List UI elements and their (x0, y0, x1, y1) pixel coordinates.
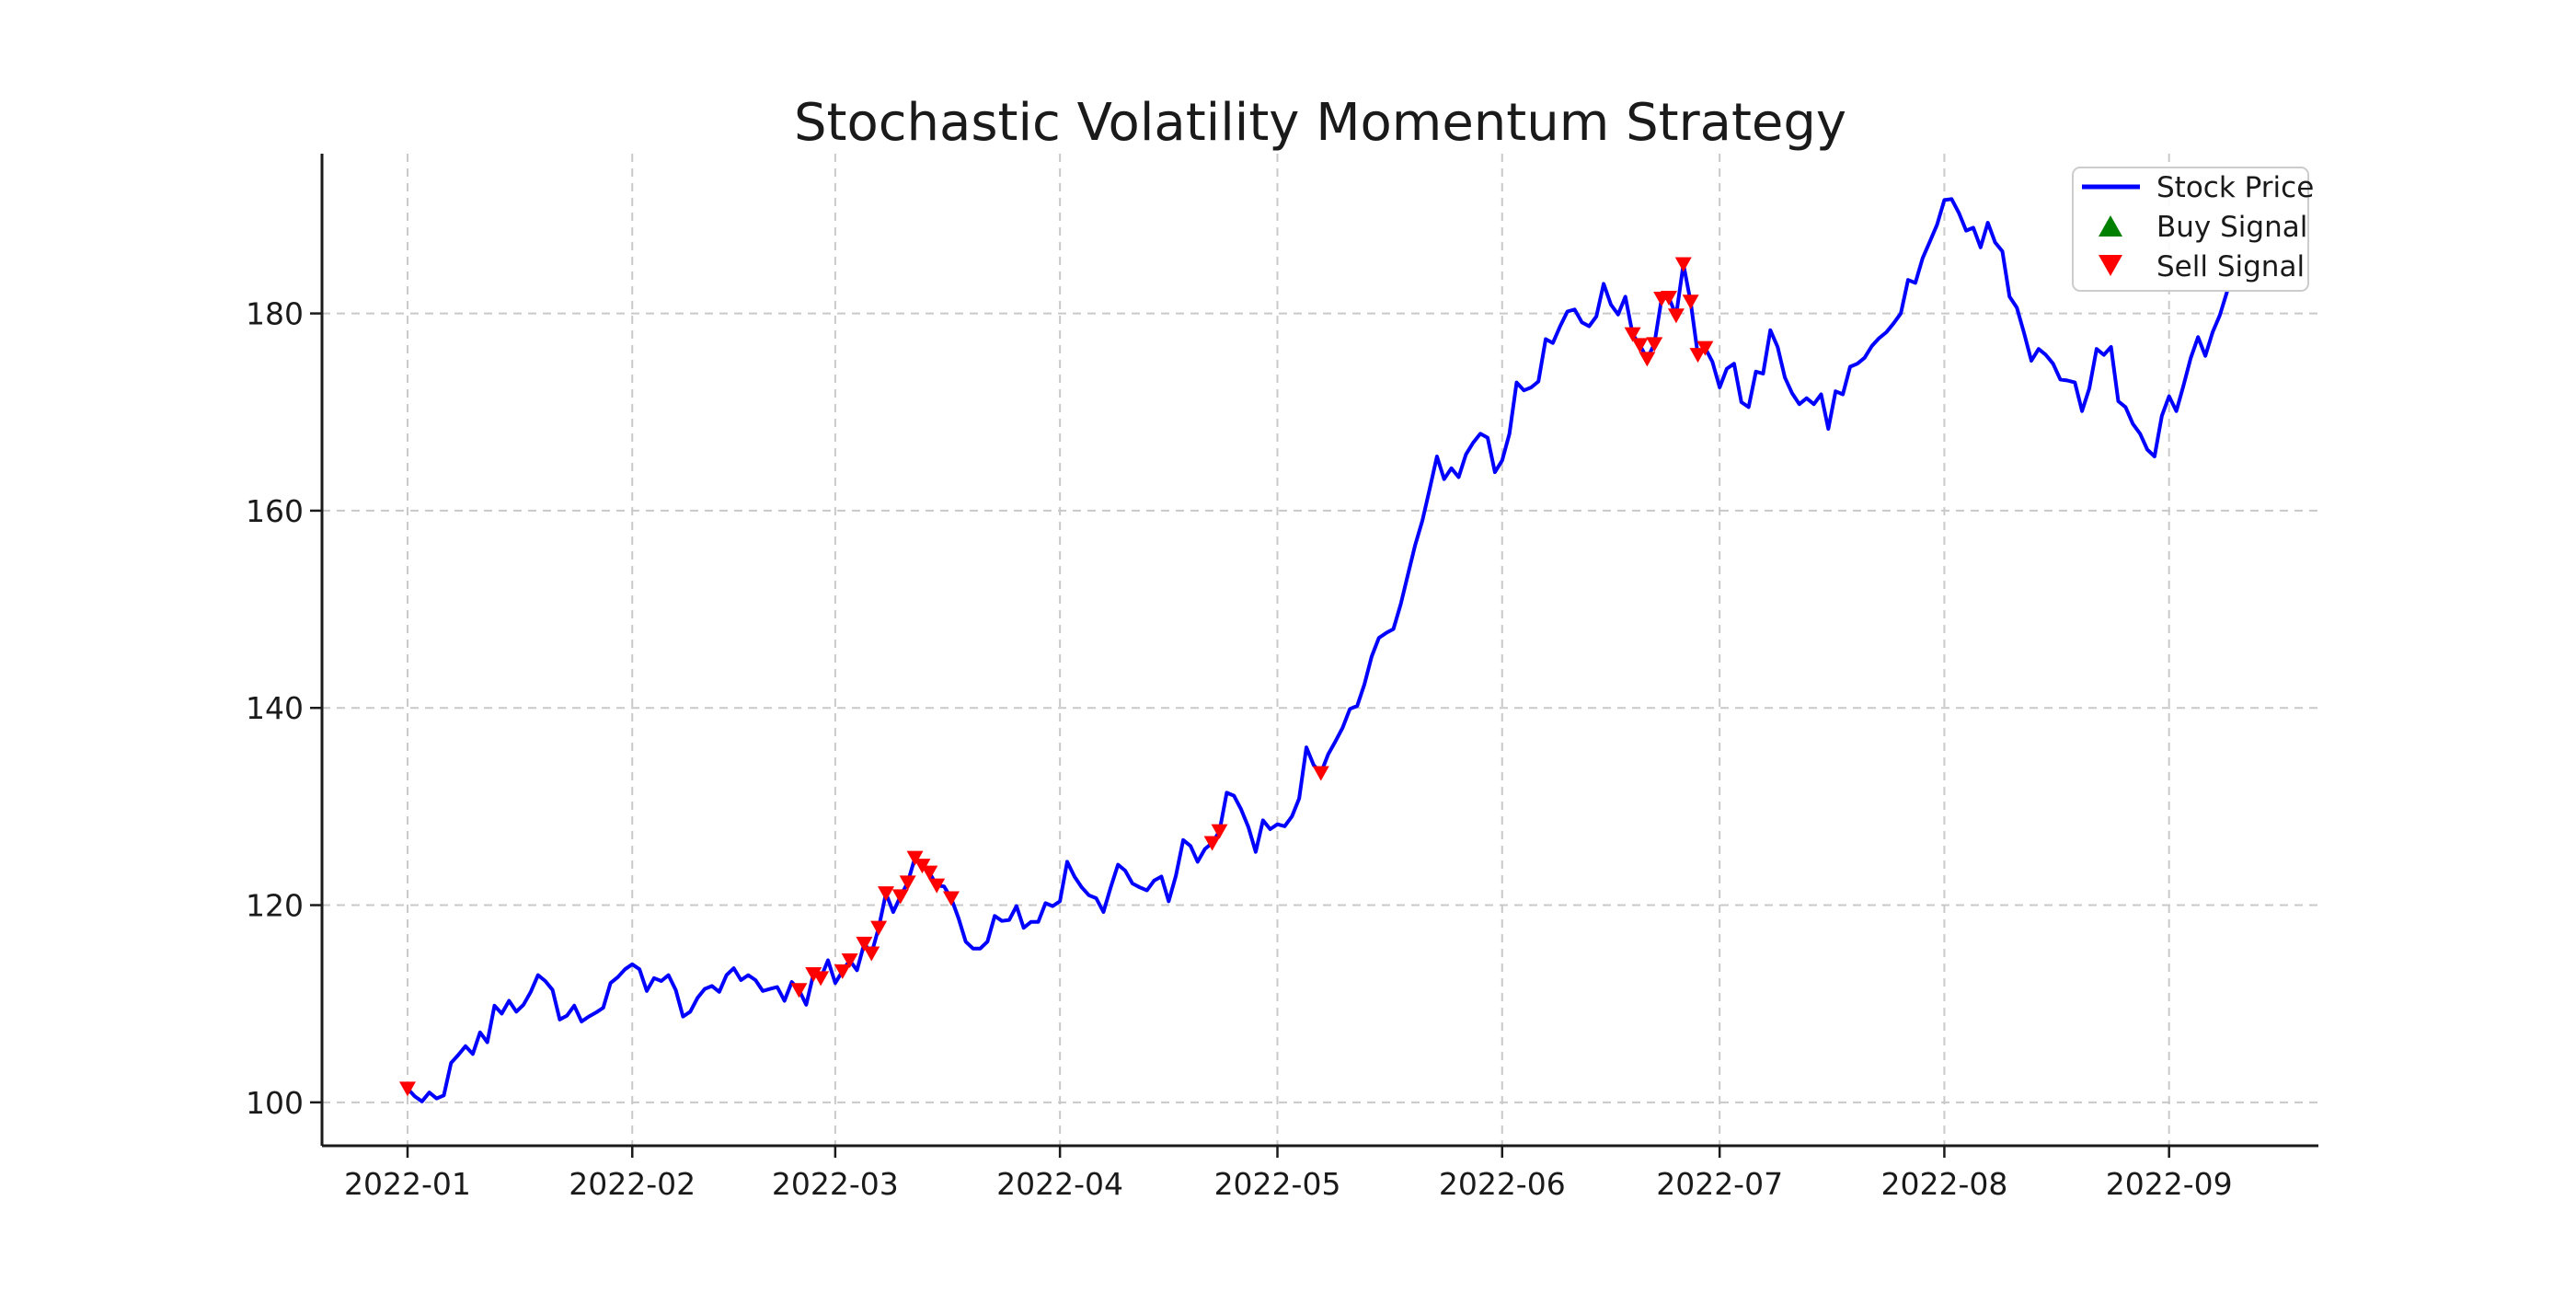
sell-signal-marker (398, 1081, 416, 1097)
y-tick-label: 180 (246, 296, 304, 332)
sell-signal-marker (1639, 352, 1656, 367)
sell-signal-marker (870, 920, 888, 936)
sell-signal-marker (891, 889, 909, 905)
x-tick-label: 2022-06 (1439, 1166, 1566, 1202)
y-tick-label: 120 (246, 888, 304, 924)
legend-item-sell-signal: Sell Signal (2099, 250, 2305, 283)
buy-signal-triangle-up-icon (2099, 215, 2122, 237)
sell-signal-marker (1203, 836, 1221, 851)
sell-signal-marker (928, 878, 946, 894)
legend-box (2072, 167, 2309, 292)
legend-item-buy-signal: Buy Signal (2099, 211, 2307, 244)
sell-signal-marker (899, 875, 916, 891)
sell-signal-marker (1682, 294, 1699, 310)
sell-signal-marker (1312, 766, 1329, 781)
x-tick-label: 2022-01 (344, 1166, 471, 1202)
sell-signal-marker (1674, 257, 1692, 272)
sell-signal-marker (878, 886, 895, 902)
sell-signal-marker (812, 971, 830, 987)
x-tick-label: 2022-07 (1656, 1166, 1783, 1202)
x-tick-label: 2022-03 (772, 1166, 899, 1202)
sell-signal-marker (841, 953, 858, 969)
stock-price-line (406, 197, 2229, 1103)
legend-label-buy-signal: Buy Signal (2156, 211, 2307, 244)
sell-signal-marker (863, 946, 880, 962)
legend-label-sell-signal: Sell Signal (2156, 250, 2305, 283)
sell-signal-triangle-down-icon (2099, 255, 2122, 276)
x-tick-label: 2022-02 (569, 1166, 696, 1202)
sell-signal-marker (921, 865, 938, 881)
y-tick-label: 100 (246, 1085, 304, 1121)
sell-signal-marker (1646, 337, 1663, 352)
legend: Stock Price Buy Signal Sell Signal (2072, 167, 2314, 292)
sell-signal-marker (1667, 308, 1685, 324)
legend-label-stock-price: Stock Price (2156, 171, 2314, 204)
x-tick-label: 2022-04 (996, 1166, 1123, 1202)
sell-signal-marker (805, 967, 822, 983)
y-tick-label: 160 (246, 493, 304, 529)
legend-item-stock-price: Stock Price (2082, 171, 2314, 204)
sell-signal-marker (790, 983, 808, 999)
x-tick-label: 2022-05 (1214, 1166, 1341, 1202)
x-tick-label: 2022-09 (2106, 1166, 2233, 1202)
sell-signal-marker (942, 891, 960, 906)
sell-signal-marker (1689, 348, 1707, 364)
chart-title: Stochastic Volatility Momentum Strategy (794, 93, 1846, 153)
grid-layer (322, 154, 2318, 1146)
sell-signal-marker (906, 850, 924, 866)
sell-signal-marker (834, 964, 851, 979)
sell-signal-marker (1211, 824, 1228, 839)
y-tick-label: 140 (246, 690, 304, 726)
sell-signal-marker (856, 936, 873, 952)
sell-signal-marker (1696, 341, 1714, 356)
x-tick-label: 2022-08 (1880, 1166, 2007, 1202)
sell-signal-marker (1624, 327, 1641, 342)
signal-layer (398, 257, 1714, 1097)
sell-signal-marker (1631, 338, 1649, 353)
axes-layer: 2022-01 2022-02 2022-03 2022-04 2022-05 2022-… (246, 154, 2318, 1202)
sell-signal-marker (1661, 290, 1678, 306)
series-layer (406, 197, 2229, 1103)
